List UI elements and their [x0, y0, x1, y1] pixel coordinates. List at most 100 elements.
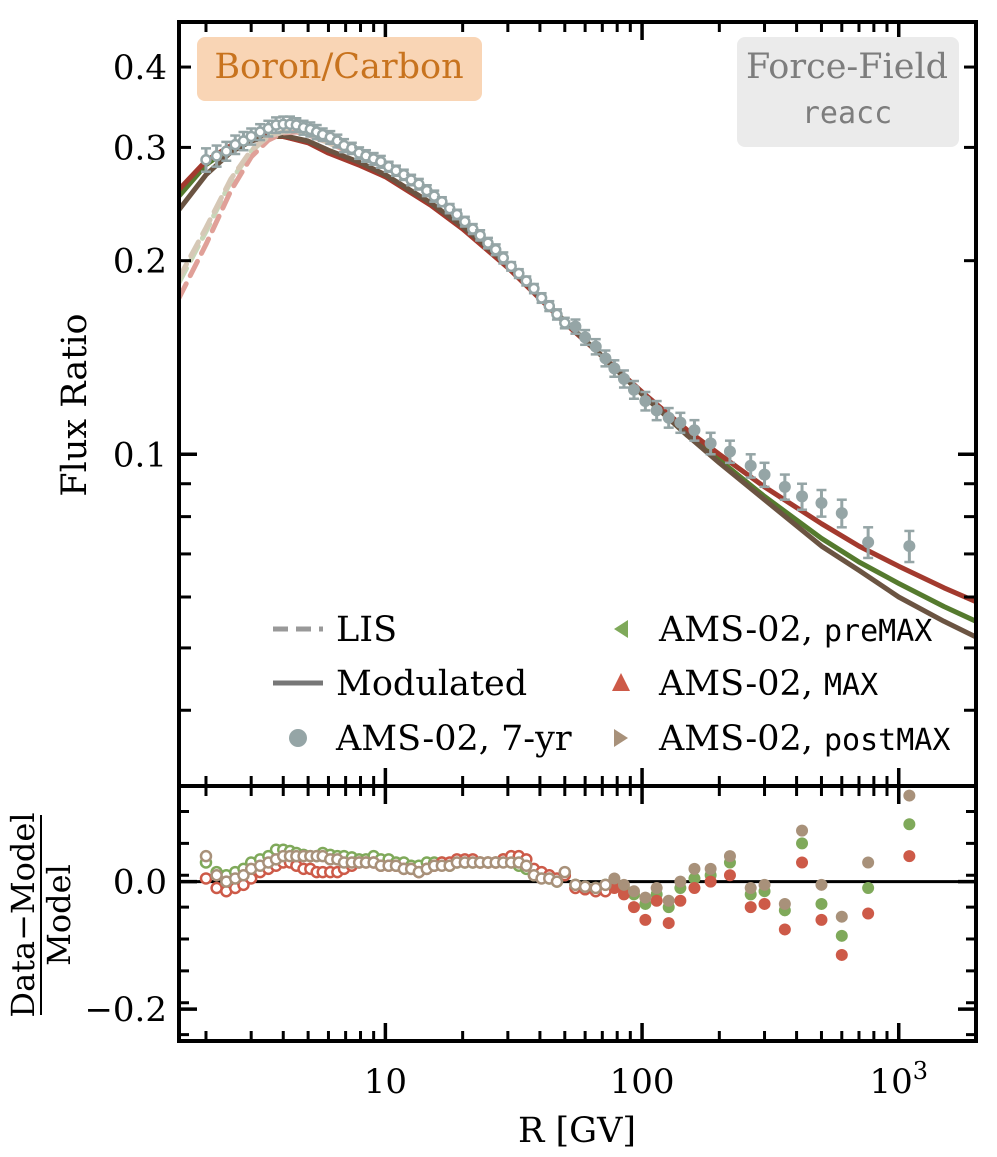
axis-ticks: [179, 22, 976, 1041]
residual-point-post: [903, 789, 916, 802]
legend: LIS Modulated AMS-02, 7-yr AMS-02, preMA…: [273, 610, 950, 759]
ams7-data-point: [428, 189, 440, 203]
residual-point-post: [599, 878, 612, 892]
residual-point-post: [608, 872, 621, 885]
y-axis-label-top: Flux Ratio: [55, 313, 95, 496]
residual-point-post: [778, 897, 791, 910]
residual-point-max: [674, 894, 687, 907]
ams7-data-point: [778, 473, 791, 501]
residual-point-post: [617, 878, 630, 891]
residual-point-post: [520, 859, 533, 872]
ams7-data-point: [608, 359, 621, 378]
residual-point-max: [835, 948, 848, 961]
residual-point-post: [796, 824, 809, 837]
legend-ams7-label: AMS-02, 7-yr: [335, 719, 572, 759]
ams7-data-point: [589, 337, 602, 356]
residual-point-max: [704, 875, 717, 888]
ams7-data-point: [815, 488, 828, 518]
y-axis-label-denominator: Model: [40, 864, 78, 966]
residual-point-max: [650, 894, 663, 907]
y-axis-label-bottom: Data−Model Model: [4, 812, 78, 1017]
ams7-data-point: [200, 147, 212, 173]
legend-postmax-marker: [614, 729, 628, 747]
ams7-data-point: [528, 282, 540, 295]
residual-point-max: [862, 907, 875, 920]
ams7-data-point: [704, 431, 717, 456]
y-axis-label-numerator: Data−Model: [4, 812, 42, 1017]
ams7-data-point: [650, 399, 663, 422]
residual-point-post: [550, 875, 564, 888]
ams7-data-point: [390, 164, 402, 178]
legend-lis-label: LIS: [336, 610, 397, 650]
residual-point-post: [688, 862, 701, 875]
residual-point-post: [862, 856, 875, 869]
residual-point-post: [704, 862, 717, 875]
ams7-data-point: [662, 406, 675, 429]
x-tick-label: 100: [610, 1062, 675, 1102]
residual-point-post: [723, 850, 736, 863]
residual-point-max: [796, 856, 809, 869]
residual-point-pre: [796, 837, 809, 850]
residual-point-max: [627, 901, 640, 914]
y-tick-label-top: 0.3: [113, 128, 167, 168]
ams7-data-point: [744, 453, 757, 479]
residual-point-max: [723, 869, 736, 882]
ams7-data-point: [254, 122, 266, 142]
residual-point-max: [778, 923, 791, 936]
residual-point-max: [688, 882, 701, 894]
ams7-data-point: [237, 130, 250, 152]
ams7-data-point: [579, 328, 592, 347]
lis-curve-lis_post: [179, 128, 349, 281]
residual-point-max: [639, 913, 652, 926]
ams7-data-point: [229, 134, 241, 156]
residual-point-post: [815, 878, 828, 891]
ams7-data-point: [758, 461, 771, 489]
legend-modulated-label: Modulated: [336, 664, 527, 704]
badge-force-field: Force-Field reacc: [737, 37, 959, 147]
ams7-data-point: [559, 316, 571, 330]
residual-point-post: [650, 882, 663, 894]
residual-point-post: [578, 880, 592, 893]
legend-max-label: AMS-02, MAX: [658, 664, 878, 704]
ams7-data-point: [482, 236, 494, 250]
ams7-data-point: [617, 369, 630, 389]
legend-max-marker: [612, 673, 630, 691]
residual-point-max: [744, 901, 757, 914]
modulated-curve-model_pre: [179, 134, 976, 624]
badge-reacc-label: reacc: [802, 96, 892, 131]
top-data-points: [200, 115, 916, 564]
y-tick-label-bottom: 0.0: [113, 863, 167, 903]
residual-point-post: [199, 849, 213, 863]
residual-point-post: [639, 891, 652, 904]
residual-point-post: [569, 878, 582, 892]
lis-curve-lis_pre: [179, 128, 349, 285]
ams7-data-point: [723, 439, 736, 465]
ams7-data-point: [421, 183, 433, 198]
residual-point-post: [662, 894, 675, 907]
ams7-data-point: [513, 267, 525, 280]
ams7-data-point: [627, 379, 640, 401]
residual-points: [199, 789, 916, 961]
x-axis-label: R [GV]: [518, 1111, 636, 1151]
badge-boron-carbon: Boron/Carbon: [197, 37, 482, 101]
ams7-data-point: [903, 529, 916, 564]
residual-point-max: [662, 917, 675, 930]
residual-point-pre: [835, 929, 848, 942]
residual-point-post: [674, 875, 687, 888]
ams7-data-point: [688, 418, 701, 442]
residual-point-post: [744, 882, 757, 894]
top-plot-area: [179, 128, 976, 640]
modulated-curve-model_max: [179, 133, 976, 605]
badge-boron-carbon-label: Boron/Carbon: [214, 47, 463, 87]
ams7-data-point: [497, 251, 510, 265]
residual-point-post: [210, 869, 223, 882]
residual-point-max: [903, 850, 916, 863]
ams7-data-point: [569, 318, 582, 335]
ams7-data-point: [835, 498, 848, 529]
legend-postmax-label: AMS-02, postMAX: [658, 719, 950, 759]
ams7-data-point: [862, 526, 875, 560]
ams7-data-point: [245, 127, 257, 146]
residual-point-post: [237, 869, 250, 882]
x-tick-label: 10: [364, 1062, 407, 1102]
